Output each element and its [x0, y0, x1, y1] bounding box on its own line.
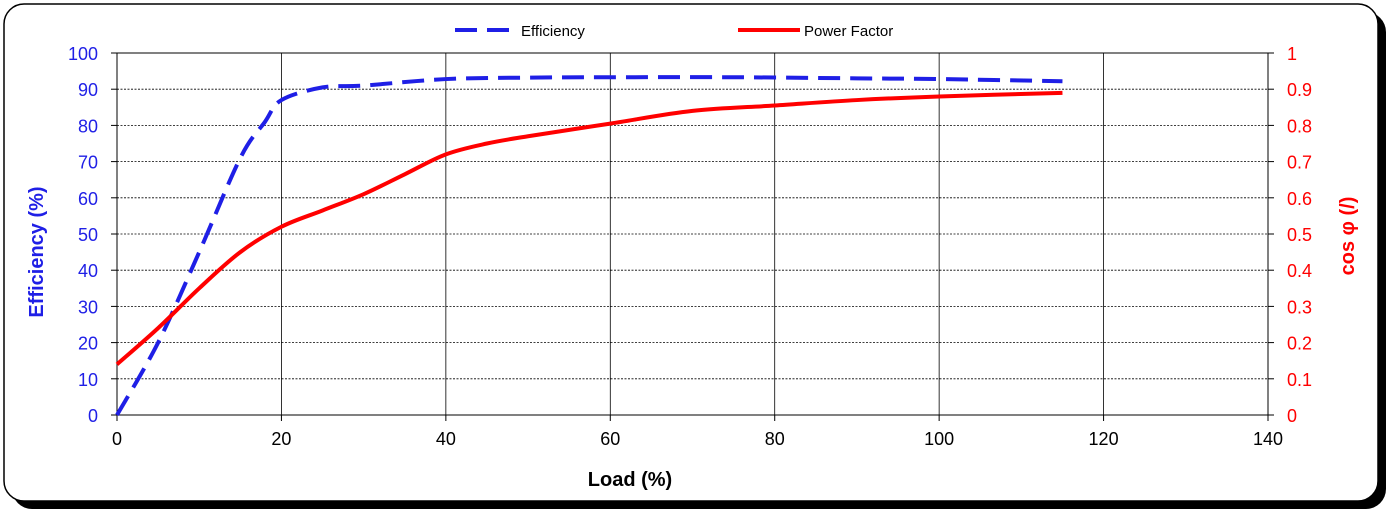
x-tick-label: 120: [1089, 429, 1119, 449]
y-axis-right-label: cos φ (/): [1337, 197, 1359, 276]
y-right-tick-label: 0.3: [1287, 297, 1312, 317]
legend: Efficiency Power Factor: [455, 23, 893, 40]
y-left-tick-label: 90: [78, 80, 98, 100]
legend-label-efficiency: Efficiency: [521, 23, 585, 40]
x-tick-label: 40: [436, 429, 456, 449]
y-right-tick-label: 0.7: [1287, 153, 1312, 173]
x-tick-label: 140: [1253, 429, 1283, 449]
y-right-tick-label: 0.6: [1287, 189, 1312, 209]
y-left-tick-label: 60: [78, 189, 98, 209]
y-left-tick-label: 10: [78, 370, 98, 390]
x-tick-label: 100: [924, 429, 954, 449]
y-left-tick-label: 30: [78, 297, 98, 317]
x-tick-label: 20: [271, 429, 291, 449]
series-line-efficiency: [115, 75, 1063, 416]
x-tick-label: 60: [600, 429, 620, 449]
legend-label-power-factor: Power Factor: [804, 23, 893, 40]
y-right-tick-label: 1: [1287, 44, 1297, 64]
y-left-tick-label: 50: [78, 225, 98, 245]
y-right-tick-label: 0.9: [1287, 80, 1312, 100]
ticks: 0 20 40 60 80 100 120 1400102030405060708090100…: [68, 44, 1312, 449]
y-right-tick-label: 0.5: [1287, 225, 1312, 245]
x-axis-label: Load (%): [588, 469, 672, 491]
y-left-tick-label: 80: [78, 116, 98, 136]
y-right-tick-label: 0.1: [1287, 370, 1312, 390]
y-left-tick-label: 40: [78, 261, 98, 281]
y-right-tick-label: 0.4: [1287, 261, 1312, 281]
y-left-tick-label: 20: [78, 334, 98, 354]
y-right-tick-label: 0.2: [1287, 334, 1312, 354]
x-tick-label: 80: [765, 429, 785, 449]
y-right-tick-label: 0: [1287, 406, 1297, 426]
y-right-tick-label: 0.8: [1287, 116, 1312, 136]
grid: [117, 53, 1268, 415]
y-left-tick-label: 100: [68, 44, 98, 64]
y-left-tick-label: 0: [88, 406, 98, 426]
y-left-tick-label: 70: [78, 153, 98, 173]
frame-border: [3, 3, 1379, 502]
x-tick-label: 0: [112, 429, 122, 449]
series: [115, 75, 1063, 416]
series-line-power-factor: [115, 90, 1063, 366]
y-axis-left-label: Efficiency (%): [26, 186, 48, 317]
